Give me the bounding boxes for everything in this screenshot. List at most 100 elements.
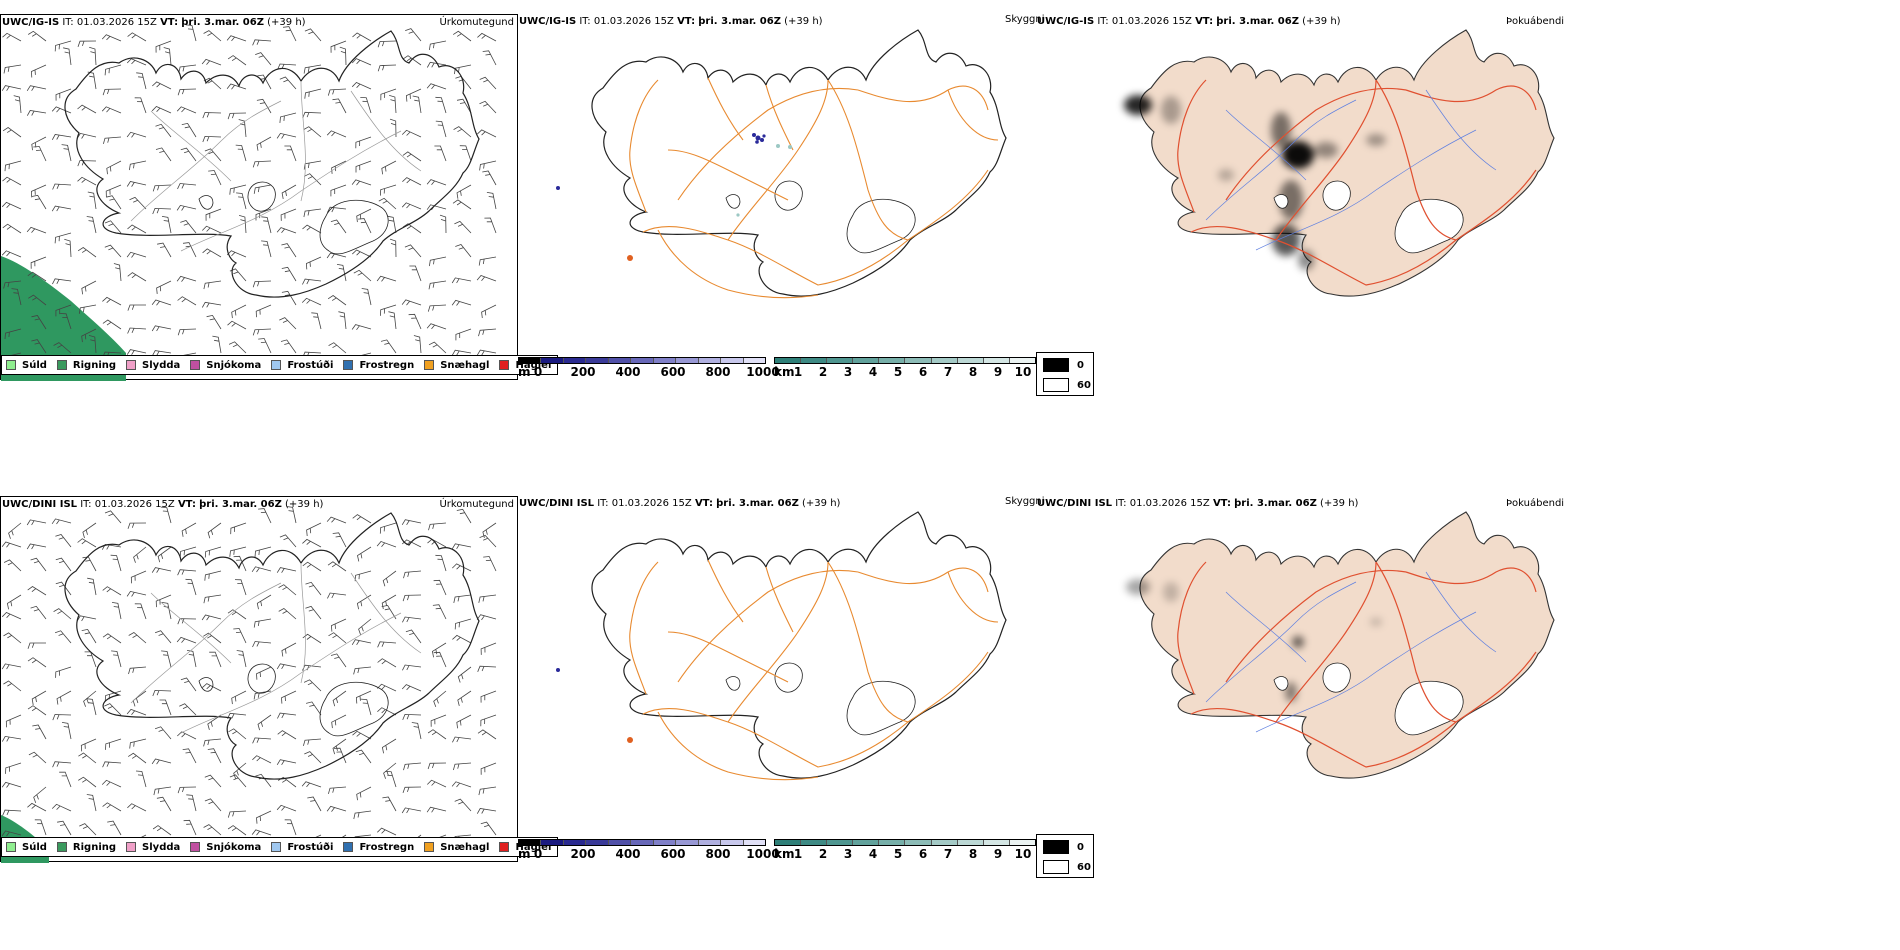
precip-legend: Súld Rigning Slydda Snjókoma Frostúði Frostre… — [1, 355, 559, 375]
wind-barb — [27, 586, 47, 596]
wind-barb — [255, 52, 272, 66]
wind-barb — [454, 220, 472, 234]
colorbar-tick: 4 — [868, 847, 878, 861]
lead-time: (+39 h) — [784, 16, 823, 27]
wind-barb — [11, 288, 22, 306]
wind-barb — [228, 341, 247, 354]
wind-barb — [427, 729, 447, 740]
colorbar-cell — [1009, 358, 1035, 363]
wind-barb — [128, 632, 147, 644]
wind-barb — [227, 55, 247, 66]
colorbar-tick: 8 — [968, 365, 978, 379]
wind-barb — [281, 243, 297, 258]
wind-barb — [328, 632, 347, 644]
wind-barb — [86, 794, 97, 812]
legend-swatch — [499, 842, 510, 852]
wind-barb — [352, 32, 372, 42]
wind-barb — [202, 683, 222, 692]
wind-barb — [86, 698, 97, 716]
wind-barb — [203, 824, 222, 836]
wind-barb — [476, 614, 497, 621]
wind-barb — [55, 557, 72, 572]
elevation-spots — [556, 133, 766, 190]
colorbar-cell — [586, 840, 609, 845]
it-value: 01.03.2026 15Z — [76, 17, 157, 28]
wind-barb — [355, 160, 372, 173]
wind-barb — [431, 642, 447, 658]
legend-item: Snæhagl — [424, 842, 489, 853]
legend-swatch — [499, 360, 510, 370]
wind-barb — [354, 570, 372, 582]
wind-barb — [251, 566, 272, 573]
wind-barb — [5, 762, 22, 774]
colorbar-cell — [721, 358, 744, 363]
wind-barb — [151, 758, 172, 765]
colorbar-cell — [608, 840, 632, 845]
wind-barb — [78, 776, 97, 788]
legend-item: Frostregn — [343, 842, 414, 853]
wind-barb — [376, 541, 397, 548]
fog-legend-label: 60 — [1077, 861, 1091, 873]
wind-barb — [307, 796, 322, 812]
wind-barb — [31, 194, 47, 210]
wind-barb — [327, 206, 347, 213]
wind-barb — [427, 304, 447, 312]
wind-barb — [110, 554, 122, 572]
it-label: IT: — [597, 498, 609, 509]
legend-item: Frostregn — [343, 360, 414, 371]
wind-barb — [404, 244, 422, 258]
wind-barb — [231, 304, 247, 319]
wind-barb — [26, 110, 47, 116]
wind-barb — [203, 594, 222, 604]
legend-item: Haglél — [499, 842, 551, 853]
wind-barb — [401, 299, 422, 306]
wind-barb — [89, 46, 97, 66]
colorbar-cell — [698, 358, 722, 363]
wind-barb — [482, 170, 497, 186]
rivers — [130, 80, 422, 252]
wind-barb — [163, 47, 172, 66]
visibility-panel-row2: UWC/DINI ISL IT: 01.03.2026 15Z VT: þri.… — [518, 496, 1045, 862]
wind-barb — [339, 46, 347, 66]
vt-value: þri. 3.mar. 06Z — [1234, 498, 1317, 509]
wind-barb — [302, 538, 322, 548]
wind-barb — [234, 579, 247, 596]
wind-barb — [255, 208, 272, 221]
wind-barb — [208, 170, 222, 186]
wind-barb — [104, 510, 122, 524]
wind-barb — [380, 184, 397, 196]
wind-barb — [177, 618, 197, 625]
panel-title-visibility: Skyggni — [1005, 14, 1045, 25]
wind-barb — [88, 335, 97, 354]
wind-barb — [5, 714, 22, 728]
fog-legend-swatch — [1043, 378, 1069, 392]
wind-barb — [111, 650, 122, 668]
wind-barb — [178, 64, 197, 73]
wind-barb — [427, 538, 447, 548]
colorbar-tick: 7 — [943, 365, 953, 379]
wind-barb — [204, 546, 222, 558]
wind-barb — [30, 184, 47, 198]
wind-barb — [481, 304, 497, 319]
wind-barb — [380, 304, 397, 316]
wind-barb — [101, 106, 122, 114]
wind-barb — [161, 602, 172, 620]
wind-barb — [382, 570, 397, 587]
wind-barb — [351, 82, 372, 90]
wind-barb — [126, 131, 147, 138]
wind-barb — [477, 665, 497, 672]
wind-barb — [281, 690, 297, 704]
colorbar-cell — [775, 358, 802, 363]
wind-barb — [61, 722, 72, 740]
wind-barb — [251, 829, 272, 836]
wind-barb — [257, 714, 272, 731]
colorbar-cell — [586, 358, 609, 363]
wind-barb — [327, 561, 347, 572]
fog-panel-row2: UWC/DINI ISL IT: 01.03.2026 15Z VT: þri.… — [1036, 496, 1564, 878]
wind-barb — [478, 256, 497, 266]
wind-barb — [277, 776, 297, 788]
wind-barb — [286, 506, 297, 524]
wind-barb — [107, 820, 122, 836]
wind-barb — [279, 317, 297, 330]
wind-barb — [276, 759, 297, 766]
